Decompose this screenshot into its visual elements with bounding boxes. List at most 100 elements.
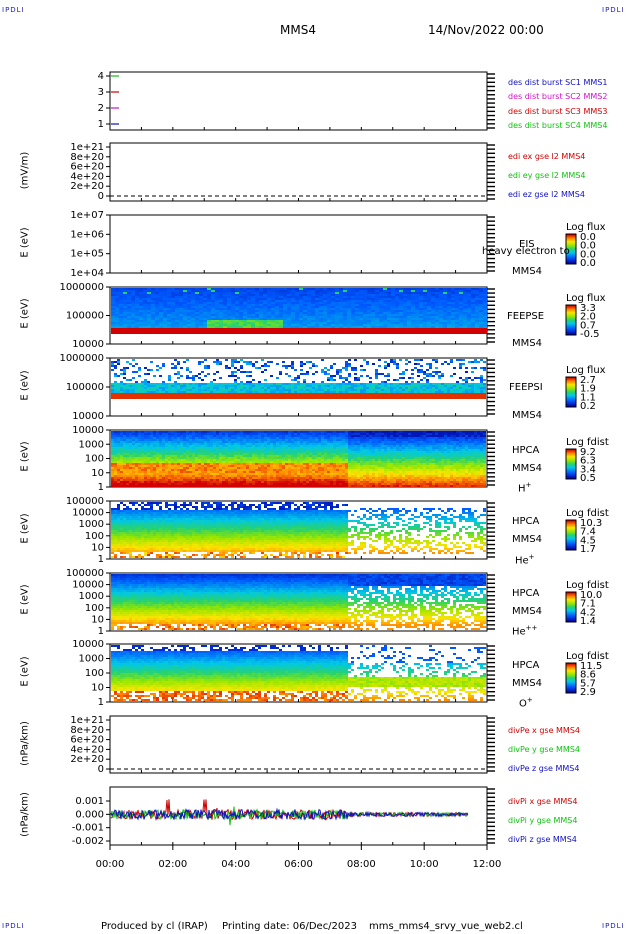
spectro-cell	[391, 290, 395, 292]
spectro-cell	[156, 459, 159, 461]
spectro-cell	[339, 296, 343, 298]
spectro-cell	[198, 387, 201, 389]
spectro-cell	[153, 465, 156, 467]
spectro-cell	[427, 316, 431, 318]
spectro-cell	[153, 483, 156, 485]
spectro-cell	[135, 322, 139, 324]
spectro-cell	[189, 377, 192, 379]
spectro-cell	[207, 475, 210, 477]
spectro-cell	[345, 383, 348, 385]
spectro-cell	[123, 292, 127, 294]
spectro-cell	[251, 288, 255, 290]
spectro-cell	[295, 306, 299, 308]
spectro-cell	[163, 328, 167, 330]
spectro-cell	[129, 473, 132, 475]
spectro-cell	[315, 383, 318, 385]
y-tick-label: 0	[98, 191, 104, 202]
spectro-cell	[114, 481, 117, 483]
spectro-cell	[435, 361, 438, 363]
spectro-cell	[167, 292, 171, 294]
spectro-cell	[447, 320, 451, 322]
spectro-cell	[219, 481, 222, 483]
spectro-cell	[342, 385, 345, 387]
spectro-cell	[420, 369, 423, 371]
spectro-cell	[151, 302, 155, 304]
spectro-cell	[359, 320, 363, 322]
spectro-cell	[285, 383, 288, 385]
spectro-cell	[444, 361, 447, 363]
spectro-cell	[129, 435, 132, 437]
spectro-cell	[483, 397, 486, 399]
spectro-cell	[192, 469, 195, 471]
spectro-cell	[435, 371, 438, 373]
spectro-cell	[359, 330, 363, 332]
spectro-cell	[295, 298, 299, 300]
spectro-cell	[319, 326, 323, 328]
spectro-cell	[159, 375, 162, 377]
spectro-cell	[189, 481, 192, 483]
spectro-cell	[307, 308, 311, 310]
spectro-cell	[348, 363, 351, 365]
spectro-cell	[129, 431, 132, 433]
spectro-cell	[207, 306, 211, 308]
spectro-cell	[475, 332, 479, 334]
spectro-cell	[439, 296, 443, 298]
spectro-cell	[417, 395, 420, 397]
spectro-cell	[235, 310, 239, 312]
spectro-cell	[207, 318, 211, 320]
spectro-cell	[342, 367, 345, 369]
spectro-cell	[150, 433, 153, 435]
spectro-cell	[171, 383, 174, 385]
spectro-cell	[379, 326, 383, 328]
spectro-cell	[131, 326, 135, 328]
spectro-cell	[165, 485, 168, 487]
spectro-cell	[367, 318, 371, 320]
spectro-cell	[375, 391, 378, 393]
spectro-cell	[331, 314, 335, 316]
spectro-cell	[216, 443, 219, 445]
spectro-cell	[131, 296, 135, 298]
spectro-cell	[132, 431, 135, 433]
spectro-cell	[291, 393, 294, 395]
spectro-cell	[150, 481, 153, 483]
colorbar-band	[566, 380, 576, 382]
spectro-cell	[195, 437, 198, 439]
spectro-cell	[319, 290, 323, 292]
spectro-cell	[468, 395, 471, 397]
spectro-cell	[435, 330, 439, 332]
spectro-cell	[117, 455, 120, 457]
spectro-cell	[195, 445, 198, 447]
spectro-cell	[435, 292, 439, 294]
spectro-cell	[204, 475, 207, 477]
spectro-cell	[275, 288, 279, 290]
spectro-cell	[408, 387, 411, 389]
spectro-cell	[138, 455, 141, 457]
spectro-cell	[462, 379, 465, 381]
spectro-cell	[247, 326, 251, 328]
spectro-cell	[379, 322, 383, 324]
spectro-cell	[207, 485, 210, 487]
spectro-cell	[279, 371, 282, 373]
spectro-cell	[243, 361, 246, 363]
spectro-cell	[141, 471, 144, 473]
spectro-cell	[195, 479, 198, 481]
spectro-cell	[417, 369, 420, 371]
spectro-cell	[336, 371, 339, 373]
spectro-cell	[114, 447, 117, 449]
spectro-cell	[475, 320, 479, 322]
spectro-cell	[123, 383, 126, 385]
spectro-cell	[383, 310, 387, 312]
spectro-cell	[443, 304, 447, 306]
spectro-cell	[123, 451, 126, 453]
spectro-cell	[471, 288, 475, 290]
colorbar-band	[566, 321, 576, 323]
spectro-cell	[282, 391, 285, 393]
spectro-cell	[303, 296, 307, 298]
spectro-cell	[372, 387, 375, 389]
spectro-cell	[375, 385, 378, 387]
spectro-cell	[483, 385, 486, 387]
spectro-cell	[309, 361, 312, 363]
spectro-cell	[225, 387, 228, 389]
spectro-cell	[306, 397, 309, 399]
spectro-cell	[174, 435, 177, 437]
